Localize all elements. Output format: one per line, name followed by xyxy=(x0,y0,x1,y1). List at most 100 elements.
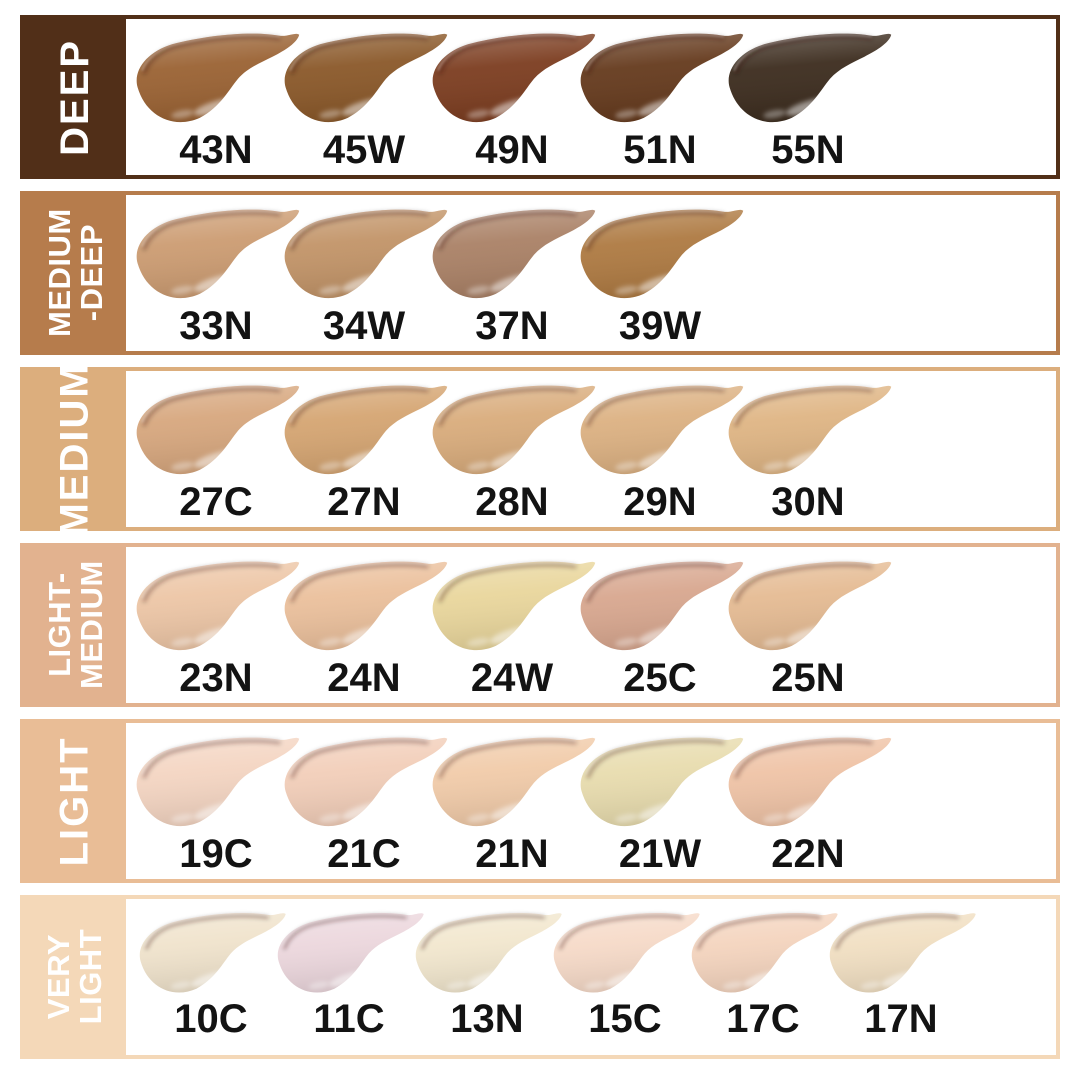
foundation-smear-swatch xyxy=(580,209,744,299)
shade-code: 55N xyxy=(771,128,845,173)
shade-code: 49N xyxy=(475,128,549,173)
shade-swatch: 55N xyxy=(728,28,892,173)
foundation-smear-swatch xyxy=(728,561,892,651)
shade-swatch: 24W xyxy=(432,556,596,701)
foundation-smear-swatch xyxy=(580,385,744,475)
shade-swatch: 17N xyxy=(829,908,976,1039)
foundation-smear-swatch xyxy=(728,385,892,475)
shade-code: 19C xyxy=(179,832,253,877)
shade-code: 39W xyxy=(618,304,702,349)
foundation-smear-swatch xyxy=(432,385,596,475)
foundation-smear-swatch xyxy=(284,33,448,123)
shade-code: 43N xyxy=(179,128,253,173)
shade-swatch: 37N xyxy=(432,204,596,349)
shade-swatch: 21N xyxy=(432,732,596,877)
shade-code: 24N xyxy=(327,656,401,701)
shade-code: 30N xyxy=(771,480,845,525)
category-label: LIGHT xyxy=(52,736,97,866)
shade-category-row: LIGHT 19C 21C 21N 21W 22N xyxy=(20,719,1060,883)
shade-swatch: 27N xyxy=(284,380,448,525)
category-sidebar: LIGHT- MEDIUM xyxy=(24,547,126,703)
foundation-smear-swatch xyxy=(284,737,448,827)
swatch-row: 27C 27N 28N 29N 30N xyxy=(126,371,1056,527)
foundation-smear-swatch xyxy=(415,913,562,993)
shade-category-row: LIGHT- MEDIUM 23N 24N 24W 25C 25N xyxy=(20,543,1060,707)
shade-code: 11C xyxy=(313,997,385,1042)
swatch-row: 23N 24N 24W 25C 25N xyxy=(126,547,1056,703)
foundation-smear-swatch xyxy=(139,913,286,993)
shade-category-row: DEEP 43N 45W 49N 51N 55N xyxy=(20,15,1060,179)
shade-swatch: 13N xyxy=(415,908,562,1042)
shade-code: 15C xyxy=(588,997,662,1042)
foundation-smear-swatch xyxy=(580,737,744,827)
shade-code: 29N xyxy=(623,480,697,525)
category-sidebar: VERY LIGHT xyxy=(24,899,126,1055)
shade-category-row: MEDIUM 27C 27N 28N 29N 30N xyxy=(20,362,1060,536)
foundation-smear-swatch xyxy=(284,561,448,651)
shade-code: 51N xyxy=(623,128,697,173)
shade-code: 10C xyxy=(174,997,248,1042)
shade-swatch: 29N xyxy=(580,380,744,525)
shade-category-row: MEDIUM -DEEP 33N 34W 37N 39W xyxy=(20,191,1060,355)
shade-category-row: VERY LIGHT 10C 11C 13N 15C 17C 17N xyxy=(20,895,1060,1059)
foundation-smear-swatch xyxy=(580,561,744,651)
shade-swatch: 49N xyxy=(432,28,596,173)
shade-code: 28N xyxy=(475,480,549,525)
foundation-smear-swatch xyxy=(136,737,300,827)
shade-swatch: 25C xyxy=(580,556,744,701)
shade-code: 24W xyxy=(470,656,554,701)
shade-swatch: 45W xyxy=(284,28,448,170)
shade-swatch: 11C xyxy=(277,908,424,1042)
category-sidebar: MEDIUM -DEEP xyxy=(24,195,126,351)
shade-code: 37N xyxy=(475,304,549,349)
foundation-smear-swatch xyxy=(136,209,300,299)
category-label: LIGHT- MEDIUM xyxy=(41,560,108,690)
category-label: VERY LIGHT xyxy=(41,929,108,1025)
shade-code: 25C xyxy=(623,656,697,701)
shade-swatch: 34W xyxy=(284,204,448,349)
shade-code: 21W xyxy=(618,832,702,877)
shade-code: 23N xyxy=(179,656,253,701)
category-label: DEEP xyxy=(52,38,97,156)
shade-swatch: 21C xyxy=(284,732,448,877)
shade-swatch: 24N xyxy=(284,556,448,701)
category-sidebar: MEDIUM xyxy=(24,362,126,536)
shade-code: 27C xyxy=(179,480,253,525)
shade-swatch: 23N xyxy=(136,556,300,701)
shade-swatch: 25N xyxy=(728,556,892,701)
shade-code: 13N xyxy=(450,997,524,1042)
swatch-row: 43N 45W 49N 51N 55N xyxy=(126,19,1056,175)
category-sidebar: DEEP xyxy=(24,19,126,175)
foundation-smear-swatch xyxy=(728,737,892,827)
shade-swatch: 10C xyxy=(139,908,286,1042)
foundation-smear-swatch xyxy=(284,209,448,299)
foundation-smear-swatch xyxy=(136,33,300,123)
foundation-smear-swatch xyxy=(432,737,596,827)
shade-code: 21N xyxy=(475,832,549,877)
shade-code: 27N xyxy=(327,480,401,525)
shade-swatch: 51N xyxy=(580,28,744,173)
foundation-smear-swatch xyxy=(691,913,838,993)
shade-swatch: 30N xyxy=(728,380,892,525)
shade-swatch: 33N xyxy=(136,204,300,349)
foundation-smear-swatch xyxy=(284,385,448,475)
category-label: MEDIUM xyxy=(52,361,97,537)
shade-code: 34W xyxy=(322,304,406,349)
shade-code: 33N xyxy=(179,304,253,349)
foundation-smear-swatch xyxy=(136,561,300,651)
shade-swatch: 17C xyxy=(691,908,838,1042)
shade-swatch: 15C xyxy=(553,908,700,1042)
foundation-smear-swatch xyxy=(136,385,300,475)
shade-swatch: 22N xyxy=(728,732,892,877)
shade-swatch: 19C xyxy=(136,732,300,877)
shade-code: 25N xyxy=(771,656,845,701)
foundation-smear-swatch xyxy=(432,33,596,123)
category-sidebar: LIGHT xyxy=(24,723,126,879)
shade-code: 17C xyxy=(726,997,800,1042)
shade-swatch: 21W xyxy=(580,732,744,877)
swatch-row: 19C 21C 21N 21W 22N xyxy=(126,723,1056,879)
shade-code: 22N xyxy=(771,832,845,877)
shade-code: 21C xyxy=(327,832,401,877)
shade-swatch: 27C xyxy=(136,380,300,525)
foundation-smear-swatch xyxy=(829,913,976,993)
